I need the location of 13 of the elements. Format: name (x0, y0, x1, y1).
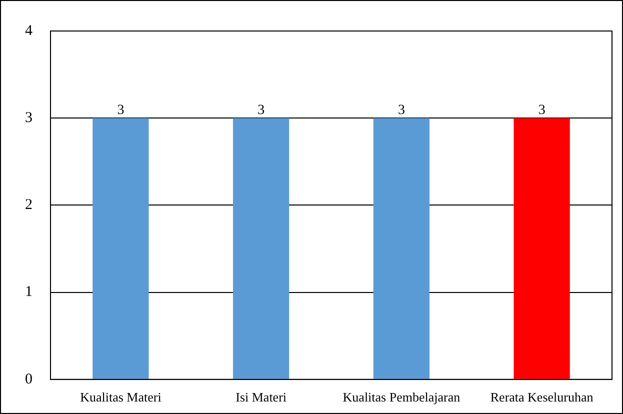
y-tick-label: 2 (25, 197, 32, 214)
y-tick-label: 1 (25, 284, 32, 300)
data-label: 3 (258, 102, 265, 118)
x-tick-label: Kualitas Materi (80, 390, 162, 405)
x-tick-label: Kualitas Pembelajaran (342, 390, 461, 405)
x-tick-label: Isi Materi (236, 390, 287, 405)
y-tick-label: 0 (25, 371, 32, 388)
y-tick-label: 4 (25, 22, 33, 39)
y-tick-label: 3 (25, 110, 32, 126)
data-label: 3 (538, 102, 546, 118)
x-tick-label: Rerata Keseluruhan (490, 390, 594, 405)
data-label: 3 (398, 102, 405, 118)
data-label: 3 (117, 102, 124, 118)
